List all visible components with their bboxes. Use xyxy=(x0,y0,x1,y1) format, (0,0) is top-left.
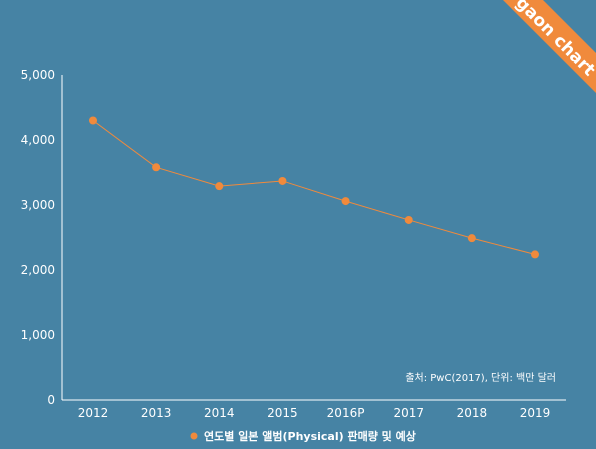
data-point xyxy=(89,116,97,125)
x-tick-label: 2019 xyxy=(520,406,551,420)
data-point xyxy=(531,250,539,259)
x-tick-labels: 2012 2013 2014 2015 2016P 2017 2018 2019 xyxy=(78,406,551,420)
data-point xyxy=(215,182,224,191)
data-point xyxy=(404,215,413,224)
ribbon-band xyxy=(503,0,596,93)
legend-label: 연도별 일본 앨범(Physical) 판매량 및 예상 xyxy=(204,429,416,443)
y-tick-label: 3,000 xyxy=(21,198,55,212)
axes xyxy=(61,75,566,401)
source-note: 출처: PwC(2017), 단위: 백만 달러 xyxy=(405,371,556,384)
series-line xyxy=(92,120,536,255)
data-points xyxy=(89,116,539,259)
legend-marker xyxy=(190,432,198,440)
x-tick-label: 2018 xyxy=(457,406,488,420)
x-tick-label: 2013 xyxy=(141,406,172,420)
series-layer xyxy=(89,116,539,259)
x-tick-label: 2012 xyxy=(78,406,109,420)
y-tick-label: 1,000 xyxy=(21,328,55,342)
y-tick-labels: 0 1,000 2,000 3,000 4,000 5,000 xyxy=(21,68,55,407)
x-tick-label: 2014 xyxy=(204,406,235,420)
data-point xyxy=(341,197,350,206)
y-tick-label: 2,000 xyxy=(21,263,55,277)
y-tick-label: 0 xyxy=(47,393,55,407)
data-point xyxy=(152,163,161,172)
data-point xyxy=(467,234,476,243)
gaon-chart-ribbon: gaon chart xyxy=(503,0,596,93)
x-tick-label: 2016P xyxy=(327,406,365,420)
y-tick-label: 5,000 xyxy=(21,68,55,82)
x-tick-label: 2017 xyxy=(393,406,424,420)
legend: 연도별 일본 앨범(Physical) 판매량 및 예상 xyxy=(190,429,416,443)
y-tick-label: 4,000 xyxy=(21,133,55,147)
data-point xyxy=(278,176,287,185)
x-tick-label: 2015 xyxy=(267,406,298,420)
